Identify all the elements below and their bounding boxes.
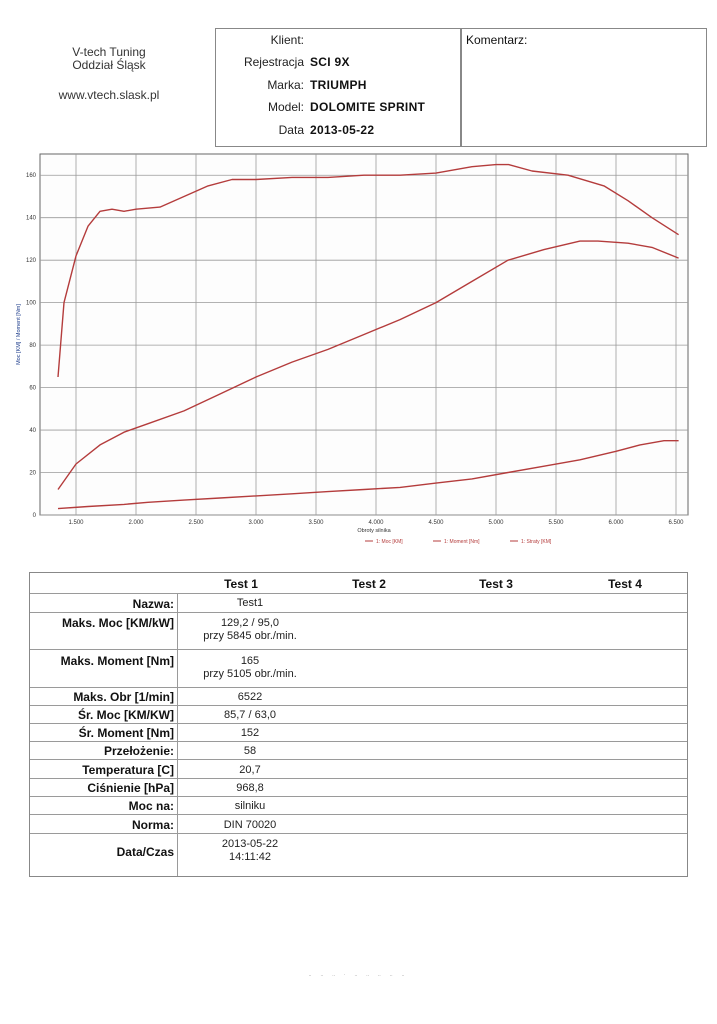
row-value-gear-ratio: 58 <box>243 745 257 757</box>
client-row: Klient: <box>216 33 460 53</box>
y-tick-label: 100 <box>26 301 37 307</box>
row-divider <box>30 833 687 834</box>
series-line <box>57 240 679 490</box>
header-test-4: Test 4 <box>608 577 642 591</box>
row-label-max-power: Maks. Moc [KM/kW] <box>61 616 174 630</box>
comment-label: Komentarz: <box>466 33 528 47</box>
header-test-1: Test 1 <box>224 577 258 591</box>
registration-value: SCI 9X <box>310 55 350 69</box>
header-test-3: Test 3 <box>479 577 513 591</box>
row-label-avg-power: Śr. Moc [KM/KW] <box>78 708 174 722</box>
x-tick-label: 5.000 <box>488 520 504 526</box>
row-value-power-at: silniku <box>234 800 266 812</box>
y-tick-label: 140 <box>26 216 37 222</box>
y-tick-label: 160 <box>26 173 37 179</box>
x-axis-label: Obroty silnika <box>357 528 391 534</box>
x-tick-label: 6.000 <box>608 520 624 526</box>
date-value: 2013-05-22 <box>310 123 375 137</box>
y-tick-label: 80 <box>29 343 36 349</box>
client-info-box: Klient: Rejestracja SCI 9X Marka: TRIUMP… <box>215 28 461 147</box>
row-label-temperature: Temperatura [C] <box>82 763 174 777</box>
date-label: Data <box>278 123 304 137</box>
x-tick-label: 2.000 <box>128 520 144 526</box>
client-label: Klient: <box>270 33 304 47</box>
y-axis-label: Moc [KM] / Moment [Nm] <box>16 304 22 365</box>
row-value-max-power-rpm: przy 5845 obr./min. <box>203 630 297 642</box>
row-label-gear-ratio: Przełożenie: <box>103 744 174 758</box>
results-table: Test 1 Test 2 Test 3 Test 4 Nazwa: Test1… <box>29 572 688 877</box>
row-value-max-rpm: 6522 <box>237 691 263 703</box>
x-tick-label: 3.000 <box>248 520 264 526</box>
row-divider <box>30 705 687 706</box>
row-value-time: 14:11:42 <box>228 851 271 863</box>
y-tick-label: 120 <box>26 258 37 264</box>
row-divider <box>30 687 687 688</box>
legend-entry: 1: Straty [KM] <box>521 539 552 545</box>
row-value-max-torque: 165 <box>240 655 260 667</box>
row-label-pressure: Ciśnienie [hPa] <box>87 781 174 795</box>
row-label-max-rpm: Maks. Obr [1/min] <box>73 690 174 704</box>
model-value: DOLOMITE SPRINT <box>310 100 426 114</box>
row-divider <box>30 814 687 815</box>
company-branch: Oddział Śląsk <box>72 58 146 72</box>
make-row: Marka: TRIUMPH <box>216 78 460 98</box>
row-divider <box>30 723 687 724</box>
x-tick-label: 2.500 <box>188 520 204 526</box>
row-value-max-power: 129,2 / 95,0 <box>220 617 280 629</box>
row-label-standard: Norma: <box>131 818 174 832</box>
header-test-2: Test 2 <box>352 577 386 591</box>
registration-row: Rejestracja SCI 9X <box>216 55 460 75</box>
x-tick-label: 4.000 <box>368 520 384 526</box>
row-label-datetime: Data/Czas <box>116 845 174 859</box>
dyno-chart: 0 20 40 60 80 100 120 140 160 1.500 2.000 2.500 3.00… <box>16 153 689 545</box>
column-divider <box>177 593 178 876</box>
row-value-pressure: 968,8 <box>236 782 264 794</box>
footer-noise: ‥ ‥ ‥ · ‥ ‥ ‥ ‥ ‥ <box>308 972 409 977</box>
row-value-avg-torque: 152 <box>240 727 260 739</box>
y-tick-label: 20 <box>29 471 36 477</box>
row-value-standard: DIN 70020 <box>223 819 277 831</box>
y-tick-label: 0 <box>33 513 37 519</box>
model-row: Model: DOLOMITE SPRINT <box>216 100 460 120</box>
make-label: Marka: <box>267 78 304 92</box>
y-tick-label: 60 <box>29 386 36 392</box>
x-tick-label: 4.500 <box>428 520 444 526</box>
row-label-avg-torque: Śr. Moment [Nm] <box>78 726 174 740</box>
y-tick-label: 40 <box>29 428 36 434</box>
row-divider <box>30 741 687 742</box>
company-name: V-tech Tuning <box>72 45 146 59</box>
model-label: Model: <box>267 100 304 114</box>
row-divider <box>30 778 687 779</box>
company-header: V-tech Tuning Oddział Śląsk www.vtech.sl… <box>44 46 174 102</box>
x-tick-label: 6.500 <box>668 520 684 526</box>
company-website: www.vtech.slask.pl <box>58 88 160 102</box>
row-label-power-at: Moc na: <box>128 799 174 813</box>
row-value-temperature: 20,7 <box>239 764 261 776</box>
row-value-date: 2013-05-22 <box>221 838 279 850</box>
row-divider <box>30 593 687 594</box>
row-divider <box>30 612 687 613</box>
series-line <box>57 440 679 510</box>
x-tick-label: 3.500 <box>308 520 324 526</box>
row-label-name: Nazwa: <box>132 597 174 611</box>
make-value: TRIUMPH <box>310 78 367 92</box>
legend-entry: 1: Moment [Nm] <box>444 539 480 545</box>
comment-box: Komentarz: <box>461 28 707 147</box>
row-value-max-torque-rpm: przy 5105 obr./min. <box>203 668 297 680</box>
legend-entry: 1: Moc [KM] <box>376 539 403 545</box>
x-tick-label: 5.500 <box>548 520 564 526</box>
row-divider <box>30 796 687 797</box>
date-row: Data 2013-05-22 <box>216 123 460 143</box>
row-label-max-torque: Maks. Moment [Nm] <box>60 654 174 668</box>
x-tick-label: 1.500 <box>68 520 84 526</box>
row-divider <box>30 649 687 650</box>
series-line <box>57 163 679 378</box>
row-value-avg-power: 85,7 / 63,0 <box>224 709 276 721</box>
row-value-name: Test1 <box>236 597 264 609</box>
registration-label: Rejestracja <box>243 55 304 69</box>
row-divider <box>30 759 687 760</box>
